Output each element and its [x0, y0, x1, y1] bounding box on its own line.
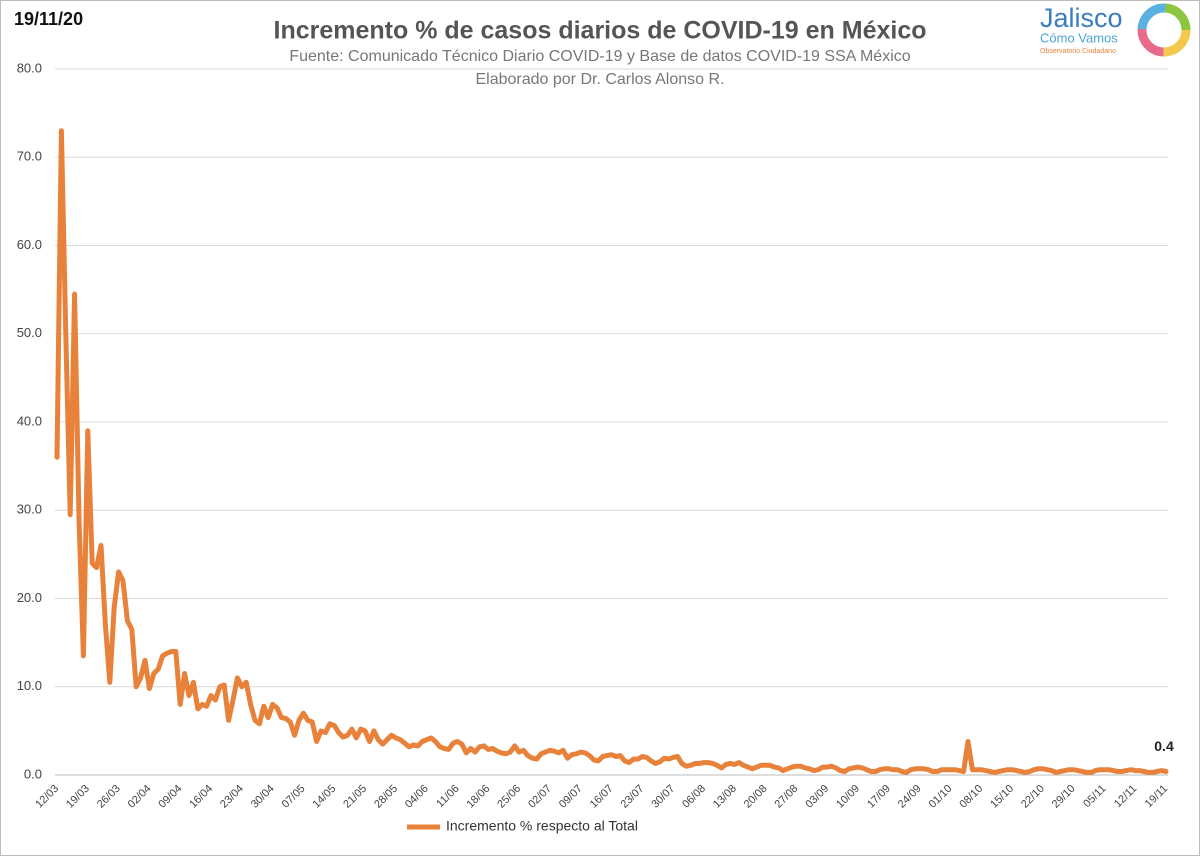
date-stamp: 19/11/20: [14, 9, 83, 29]
y-tick-label: 20.0: [17, 590, 42, 605]
y-tick-label: 50.0: [17, 325, 42, 340]
data-label: 0.4: [1154, 738, 1174, 754]
y-tick-label: 0.0: [24, 766, 42, 781]
y-tick-label: 60.0: [17, 237, 42, 252]
chart-subtitle: Elaborado por Dr. Carlos Alonso R.: [475, 71, 724, 88]
line-series: [54, 128, 1169, 775]
logo-line: Observatorio Ciudadano: [1040, 48, 1116, 55]
y-tick-label: 10.0: [17, 678, 42, 693]
chart-subtitle: Fuente: Comunicado Técnico Diario COVID-…: [289, 48, 910, 65]
legend-label: Incremento % respecto al Total: [446, 818, 638, 834]
logo-line: Cómo Vamos: [1040, 30, 1118, 45]
logo-name: Jalisco: [1040, 3, 1123, 33]
y-tick-label: 70.0: [17, 149, 42, 164]
logo-ring: [1137, 3, 1191, 57]
y-tick-label: 40.0: [17, 413, 42, 428]
y-tick-label: 80.0: [17, 60, 42, 75]
chart-title: Incremento % de casos diarios de COVID-1…: [274, 17, 927, 45]
y-tick-label: 30.0: [17, 502, 42, 517]
logo-ring: [1137, 3, 1191, 57]
logo: Jalisco Cómo Vamos Observatorio Ciudadan…: [1040, 3, 1191, 57]
logo-ring: [1137, 3, 1191, 57]
